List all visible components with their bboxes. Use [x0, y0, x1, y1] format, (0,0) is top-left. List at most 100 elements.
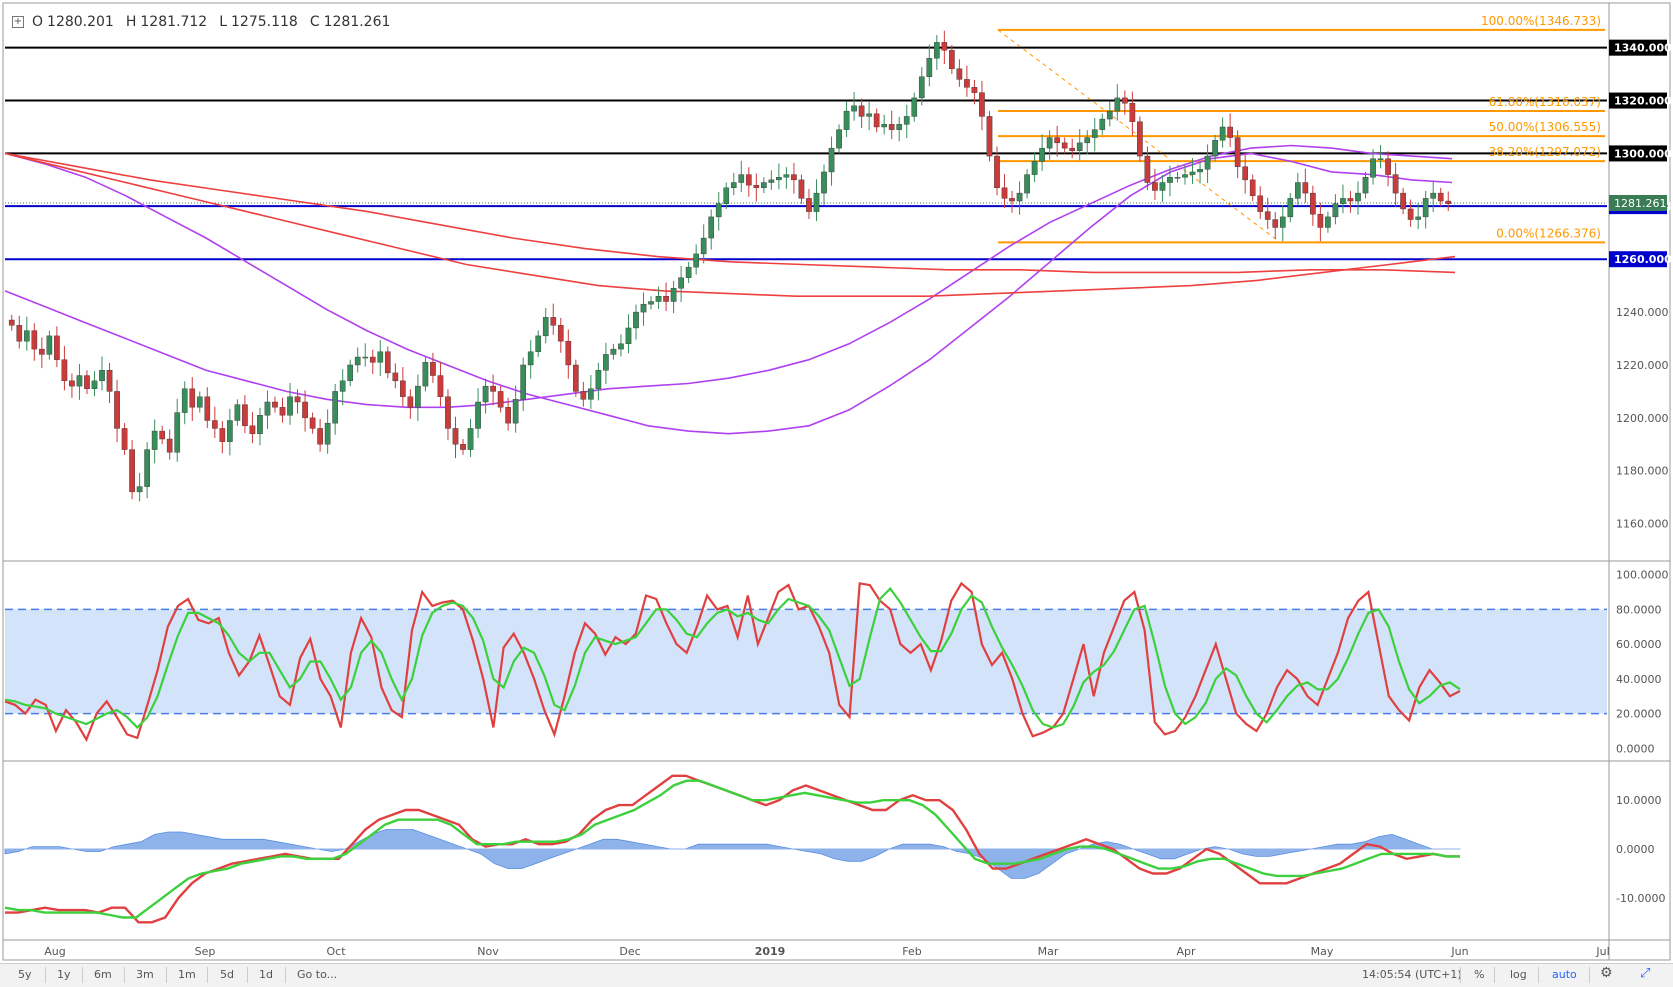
candle-body — [1272, 219, 1279, 228]
settings-gear-icon[interactable]: ⚙ — [1600, 965, 1613, 981]
candle-body — [572, 364, 579, 392]
candle-body — [926, 58, 933, 77]
x-tick-label: Apr — [1176, 945, 1196, 958]
price-badge — [1609, 251, 1667, 268]
candle-body — [437, 375, 444, 397]
timeframe-5y[interactable]: 5y — [18, 968, 32, 981]
candle-body — [956, 68, 963, 80]
candle-body — [31, 330, 38, 350]
candle-body — [761, 182, 767, 189]
candle-body — [730, 182, 737, 189]
fib-level-label: 0.00%(1266.376) — [1496, 226, 1601, 240]
candle-body — [911, 97, 918, 117]
candle-body — [595, 370, 602, 389]
candle-body — [1129, 102, 1136, 122]
candle-body — [362, 356, 369, 359]
price-badge — [1609, 92, 1667, 109]
candle-body — [1370, 158, 1376, 178]
y-tick-label: 1240.000 — [1616, 306, 1669, 319]
y-tick-label: 1200.000 — [1616, 412, 1669, 425]
close-label: C — [309, 14, 320, 30]
timeframe-5d[interactable]: 5d — [220, 968, 234, 981]
candle-body — [430, 362, 436, 376]
price-badge-label: 1300.000 — [1614, 147, 1672, 160]
timeframe-1d[interactable]: 1d — [259, 968, 273, 981]
price-badge-label: 1320.000 — [1614, 95, 1672, 108]
candle-body — [1069, 147, 1076, 151]
candle-body — [858, 105, 865, 117]
low-label: L — [219, 14, 227, 30]
fib-level-label: 50.00%(1306.555) — [1489, 120, 1601, 134]
candle-body — [249, 425, 256, 434]
candle-body — [693, 253, 699, 268]
candle-body — [234, 404, 241, 421]
y-tick-label: 20.0000 — [1616, 708, 1662, 721]
x-tick-label: Oct — [326, 945, 346, 958]
candle-body — [828, 147, 835, 173]
candle-body — [512, 399, 519, 424]
candle-body — [505, 407, 511, 424]
x-tick-label: Jul — [1595, 945, 1609, 958]
stochastic-band — [5, 609, 1607, 714]
y-tick-label: 60.0000 — [1616, 638, 1662, 651]
timeframe-1y[interactable]: 1y — [57, 968, 71, 981]
timeframe-3m[interactable]: 3m — [136, 968, 154, 981]
candle-body — [1174, 177, 1181, 179]
candle-body — [1317, 214, 1324, 228]
candle-body — [986, 116, 993, 157]
candle-body — [1212, 140, 1218, 157]
candle-body — [918, 76, 925, 99]
candle-body — [1204, 155, 1211, 170]
fullscreen-icon[interactable]: ⤢ — [1640, 966, 1651, 981]
candle-body — [460, 444, 466, 450]
candle-body — [136, 486, 143, 493]
percent-toggle[interactable]: % — [1474, 968, 1485, 981]
candle-body — [520, 364, 527, 400]
candle-body — [1197, 169, 1203, 173]
y-tick-label: 0.0000 — [1616, 742, 1655, 755]
candle-body — [565, 340, 572, 366]
candle-body — [1325, 216, 1331, 228]
candle-body — [8, 319, 15, 326]
candle-body — [933, 42, 940, 59]
candle-body — [114, 391, 120, 429]
candle-body — [1340, 198, 1346, 204]
auto-toggle[interactable]: auto — [1552, 968, 1577, 981]
high-label: H — [125, 14, 137, 30]
candle-body — [384, 351, 391, 374]
candle-body — [971, 87, 978, 93]
candle-body — [1415, 216, 1421, 220]
candle-body — [181, 388, 188, 413]
high-value: 1281.712 — [140, 14, 208, 30]
timeframe-6m[interactable]: 6m — [94, 968, 112, 981]
candle-body — [1016, 192, 1023, 202]
candle-body — [1122, 97, 1128, 104]
candle-body — [227, 420, 233, 442]
candle-body — [1039, 147, 1045, 162]
candle-body — [46, 335, 53, 355]
timezone[interactable]: (UTC+1) — [1415, 968, 1462, 981]
candle-body — [776, 177, 782, 181]
candle-body — [1332, 203, 1339, 218]
candle-body — [1377, 158, 1384, 160]
candle-body — [550, 317, 557, 326]
candle-body — [941, 42, 948, 51]
candle-body — [542, 317, 549, 337]
candle-body — [91, 380, 98, 389]
goto-date-button[interactable]: Go to... — [297, 968, 338, 981]
candle-body — [1264, 211, 1271, 220]
timeframe-1m[interactable]: 1m — [178, 968, 196, 981]
candle-body — [99, 370, 105, 382]
candle-body — [475, 401, 481, 429]
candle-body — [1076, 142, 1083, 151]
candle-body — [302, 401, 308, 419]
expand-icon[interactable]: + — [12, 16, 24, 28]
candle-body — [317, 428, 323, 445]
candle-body — [415, 385, 421, 408]
price-badge — [1609, 145, 1667, 162]
candle-body — [1114, 97, 1121, 112]
candle-body — [84, 375, 90, 389]
candle-body — [354, 356, 361, 366]
log-toggle[interactable]: log — [1510, 968, 1527, 981]
